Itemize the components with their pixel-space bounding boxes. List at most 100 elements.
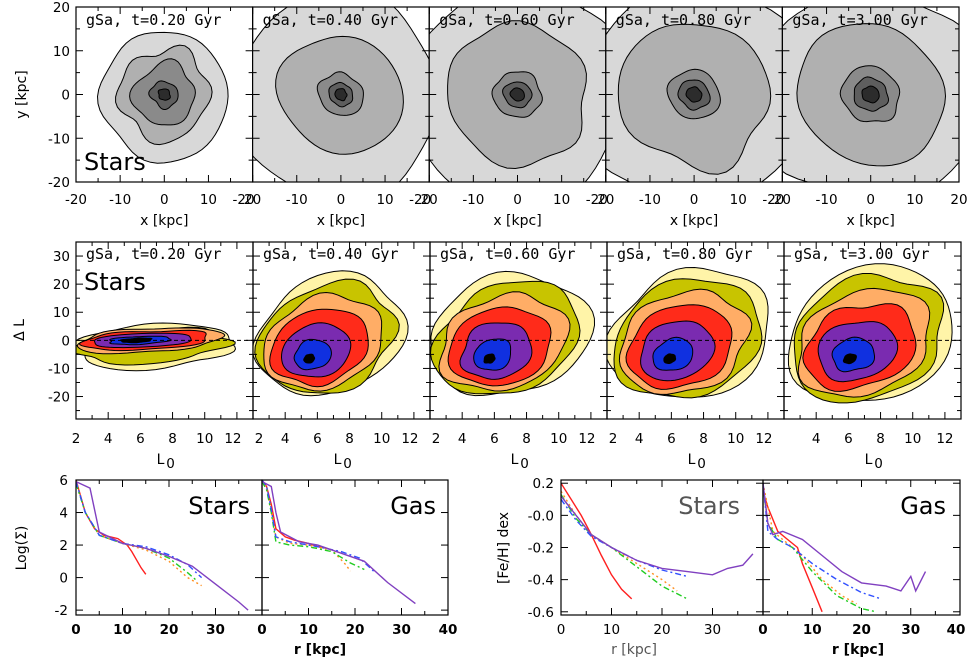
x-axis-label: x [kpc]: [140, 213, 188, 229]
x-axis-label: L: [865, 452, 873, 468]
density-contours: [429, 7, 606, 182]
y-tick-label: 20: [53, 0, 70, 16]
row-tag-stars: Stars: [84, 268, 146, 296]
x-tick-label: 20: [244, 192, 261, 208]
x-tick-label: 4: [458, 431, 467, 447]
x-tick-label: 4: [635, 431, 644, 447]
contour-level-5: [157, 88, 171, 101]
profile-series-1: [76, 480, 147, 575]
y-tick-label: -20: [48, 175, 70, 191]
x-tick-label: 10: [299, 622, 318, 638]
x-tick-label: 10: [727, 431, 744, 447]
x-tick-label: 6: [136, 431, 145, 447]
profile-series-3: [763, 486, 877, 613]
x-tick-label: 10: [550, 431, 567, 447]
x-tick-label: 0: [866, 192, 875, 208]
x-tick-label: 10: [603, 622, 620, 638]
face-on-panel-3: gSa, t=0.60 Gyr-10 0 10 20-20x [kpc]: [409, 6, 614, 229]
angular-momentum-panel-1: gSa, t=0.20 Gyr 2 4 6 8 10 12 L 0: [72, 241, 254, 472]
x-axis-label: x [kpc]: [847, 213, 895, 229]
panel-time-label: gSa, t=0.20 Gyr: [86, 11, 221, 29]
y-tick-label: -20: [48, 390, 70, 406]
profile-series-2: [262, 480, 351, 572]
contour-level-5: [509, 87, 525, 102]
profile-series-2: [763, 483, 857, 605]
profile-series-5: [561, 495, 754, 576]
face-on-panel-4: gSa, t=0.80 Gyr-10 0 10 20-20x [kpc]: [586, 6, 791, 229]
x-tick-label: 10: [113, 622, 132, 638]
x-tick-label: 10: [803, 622, 822, 638]
angular-momentum-panel-4: gSa, t=0.80 Gyr 2 4 6 8 10 12 L 0: [606, 241, 785, 472]
y-tick-label: -0.4: [528, 573, 554, 589]
contour-level-7: [483, 353, 496, 364]
x-tick-label: 10: [373, 431, 390, 447]
x-tick-label: 12: [936, 431, 953, 447]
profile-series-5: [262, 480, 416, 605]
x-tick-label: -10: [286, 192, 308, 208]
panel-time-label: gSa, t=0.20 Gyr: [86, 245, 221, 263]
profile-series-1: [561, 482, 633, 600]
x-tick-label: 2: [609, 431, 618, 447]
contour-level-5: [685, 86, 703, 103]
row-face-on-maps: gSa, t=0.20 Gyr-20 -10 0 10 20x [kpc]gSa, t=…: [14, 0, 968, 229]
panel-time-label: gSa, t=0.60 Gyr: [439, 11, 574, 29]
x-tick-label: 20: [852, 622, 871, 638]
profile-series-3: [76, 483, 198, 582]
x-tick-label: 30: [901, 622, 920, 638]
x-tick-label: 12: [755, 431, 772, 447]
contour-level-7: [303, 353, 316, 364]
profile-series-1: [763, 491, 823, 613]
x-axis-label: r [kpc]: [611, 642, 657, 658]
profile-lines: [763, 483, 927, 613]
panel-time-label: gSa, t=3.00 Gyr: [792, 11, 927, 29]
y-tick-label: 0.2: [533, 476, 554, 492]
x-axis-label: x [kpc]: [670, 213, 718, 229]
x-tick-label: 40: [947, 622, 966, 638]
y-axis-label: Log(Σ): [14, 526, 30, 571]
x-tick-label: 20: [346, 622, 365, 638]
x-tick-label: 4: [812, 431, 821, 447]
x-axis-label-subscript: 0: [520, 456, 529, 472]
x-tick-label: 20: [950, 192, 967, 208]
x-axis-label: x [kpc]: [317, 213, 365, 229]
angular-momentum-panel-3: gSa, t=0.60 Gyr 2 4 6 8 10 12 L 0: [429, 241, 608, 472]
density-contours: [605, 7, 783, 182]
x-tick-label: 0: [557, 622, 566, 638]
x-axis-label-subscript: 0: [343, 456, 352, 472]
angular-momentum-panel-5: gSa, t=3.00 Gyr 4 6 8 10 12 L 0: [783, 241, 962, 472]
tag-gas: Gas: [390, 492, 436, 520]
x-tick-label: 40: [439, 622, 458, 638]
x-tick-label: 0: [71, 622, 80, 638]
x-tick-label: 0: [758, 622, 767, 638]
x-tick-label: -10: [462, 192, 484, 208]
x-tick-label: 6: [844, 431, 853, 447]
x-tick-label: 10: [904, 431, 921, 447]
angular-momentum-panel-2: gSa, t=0.40 Gyr 2 4 6 8 10 12 L 0: [252, 241, 431, 472]
x-axis-label-subscript: 0: [697, 456, 706, 472]
x-tick-label: 30: [392, 622, 411, 638]
y-tick-label: -0.2: [528, 541, 554, 557]
x-tick-label: 8: [699, 431, 708, 447]
x-axis-label: L: [688, 452, 696, 468]
profile-series-5: [76, 480, 249, 611]
metal-gas-panel: Gas: [762, 479, 961, 616]
face-on-panel-5: gSa, t=3.00 Gyr-10 0 10 20-20x [kpc]: [762, 6, 968, 229]
x-tick-label: 0: [690, 192, 699, 208]
x-tick-label: -20: [762, 192, 784, 208]
y-tick-label: -10: [48, 361, 70, 377]
x-tick-label: 8: [345, 431, 354, 447]
x-tick-label: -20: [65, 192, 87, 208]
tag-gas: Gas: [900, 492, 946, 520]
y-tick-label: 0: [59, 571, 68, 587]
x-axis-label: L: [511, 452, 519, 468]
x-tick-label: -20: [233, 192, 255, 208]
x-tick-label: 2: [72, 431, 81, 447]
face-on-panel-2: gSa, t=0.40 Gyr-10 0 10 20-20x [kpc]: [233, 6, 438, 229]
y-axis-label: Δ L: [12, 319, 28, 341]
x-tick-label: -10: [639, 192, 661, 208]
panel-time-label: gSa, t=3.00 Gyr: [794, 245, 929, 263]
x-tick-label: 30: [704, 622, 721, 638]
contour-level-7: [842, 353, 857, 365]
x-axis-label: r [kpc]: [294, 642, 346, 658]
